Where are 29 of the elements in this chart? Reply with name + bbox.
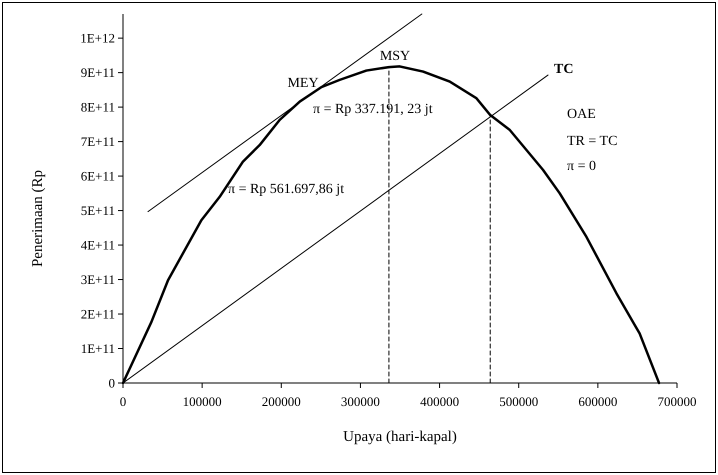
y-tick-label: 5E+11 [80, 203, 115, 218]
y-tick-label: 1E+12 [80, 30, 115, 46]
y-tick-label: 4E+11 [80, 238, 115, 253]
y-tick-label: 7E+11 [80, 134, 115, 150]
y-tick-label: 1E+11 [80, 341, 115, 356]
y-tick-label: 3E+11 [80, 272, 115, 288]
series-label: TC [554, 62, 574, 78]
annotation: π = Rp 337.191, 23 jt [313, 102, 433, 117]
annotation: OAE [567, 107, 596, 122]
y-tick-label: 6E+11 [80, 168, 115, 184]
x-tick-label: 0 [120, 394, 126, 409]
annotation: π = Rp 561.697,86 jt [228, 182, 344, 197]
annotation: MEY [287, 76, 319, 91]
annotation: TR = TC [567, 134, 618, 149]
x-tick-label: 300000 [340, 394, 380, 409]
x-tick-label: 700000 [658, 394, 696, 409]
x-tick-label: 500000 [499, 394, 538, 409]
x-tick-label: 400000 [420, 394, 460, 409]
y-tick-label: 9E+11 [80, 65, 115, 80]
y-tick-label: 8E+11 [80, 100, 115, 115]
annotation: π = 0 [567, 159, 596, 174]
y-tick-label: 0 [108, 376, 115, 391]
x-axis-title: Upaya (hari-kapal) [343, 429, 457, 445]
x-tick-label: 200000 [262, 394, 301, 409]
annotation: MSY [380, 49, 410, 64]
y-tick-label: 2E+11 [80, 306, 115, 322]
x-tick-label: 600000 [578, 394, 618, 409]
y-axis-title: Penerimaan (Rp [30, 170, 46, 268]
x-tick-label: 100000 [182, 394, 222, 409]
